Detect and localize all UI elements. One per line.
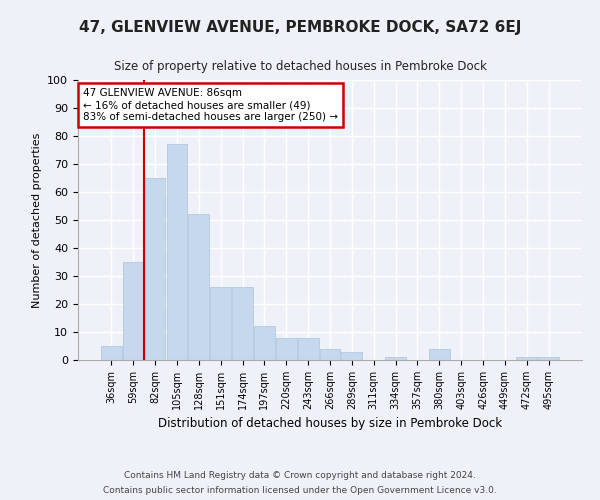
Bar [167,144,187,360]
Bar [538,357,559,360]
Text: 47, GLENVIEW AVENUE, PEMBROKE DOCK, SA72 6EJ: 47, GLENVIEW AVENUE, PEMBROKE DOCK, SA72… [79,20,521,35]
Y-axis label: Number of detached properties: Number of detached properties [32,132,42,308]
Bar [517,357,537,360]
Text: 47 GLENVIEW AVENUE: 86sqm
← 16% of detached houses are smaller (49)
83% of semi-: 47 GLENVIEW AVENUE: 86sqm ← 16% of detac… [83,88,338,122]
Bar [429,349,450,360]
Bar [385,357,406,360]
Bar [210,287,231,360]
Bar [341,352,362,360]
Bar [145,178,166,360]
Bar [188,214,209,360]
X-axis label: Distribution of detached houses by size in Pembroke Dock: Distribution of detached houses by size … [158,418,502,430]
Bar [320,349,340,360]
Bar [298,338,319,360]
Bar [123,262,143,360]
Bar [276,338,296,360]
Text: Contains public sector information licensed under the Open Government Licence v3: Contains public sector information licen… [103,486,497,495]
Text: Size of property relative to detached houses in Pembroke Dock: Size of property relative to detached ho… [113,60,487,73]
Bar [232,287,253,360]
Text: Contains HM Land Registry data © Crown copyright and database right 2024.: Contains HM Land Registry data © Crown c… [124,471,476,480]
Bar [101,346,122,360]
Bar [254,326,275,360]
